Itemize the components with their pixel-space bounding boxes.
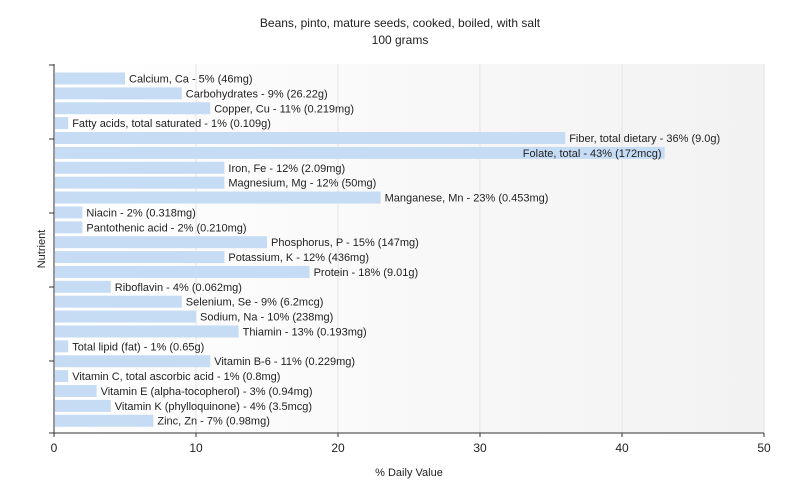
- bars: [55, 72, 665, 427]
- bar: [55, 295, 182, 308]
- bar-label: Zinc, Zn - 7% (0.98mg): [157, 416, 269, 428]
- bar: [55, 384, 97, 397]
- bar-label: Phosphorus, P - 15% (147mg): [271, 237, 419, 249]
- plot-background: [54, 64, 764, 433]
- bar: [55, 206, 83, 219]
- bar-label: Pantothenic acid - 2% (0.210mg): [86, 222, 246, 234]
- bar: [55, 221, 83, 234]
- bar: [55, 310, 196, 323]
- bar: [55, 370, 69, 383]
- bar-label: Calcium, Ca - 5% (46mg): [129, 74, 252, 86]
- y-axis-label: Nutrient: [36, 230, 48, 269]
- chart-subtitle: 100 grams: [372, 33, 429, 47]
- bar: [55, 355, 211, 368]
- bar-label: Magnesium, Mg - 12% (50mg): [228, 178, 376, 190]
- x-tick-label: 30: [473, 441, 487, 455]
- bar: [55, 117, 69, 130]
- bar-label: Folate, total - 43% (172mcg): [523, 148, 662, 160]
- x-tick-labels: 0 10 20 30 40 50: [51, 433, 771, 455]
- bar-label: Manganese, Mn - 23% (0.453mg): [385, 193, 549, 205]
- bar-label: Iron, Fe - 12% (2.09mg): [228, 163, 345, 175]
- bar: [55, 132, 566, 145]
- bar-label: Protein - 18% (9.01g): [314, 267, 419, 279]
- bar-label: Thiamin - 13% (0.193mg): [243, 326, 367, 338]
- bar: [55, 146, 665, 159]
- bar: [55, 340, 69, 353]
- bar: [55, 161, 225, 174]
- bar-label: Total lipid (fat) - 1% (0.65g): [72, 341, 204, 353]
- bar-label: Potassium, K - 12% (436mg): [228, 252, 369, 264]
- bar-label: Vitamin K (phylloquinone) - 4% (3.5mcg): [115, 401, 312, 413]
- bar: [55, 325, 239, 338]
- bar-label: Niacin - 2% (0.318mg): [86, 207, 195, 219]
- bar-label: Selenium, Se - 9% (6.2mcg): [186, 297, 324, 309]
- bar-label: Riboflavin - 4% (0.062mg): [115, 282, 242, 294]
- bar: [55, 280, 111, 293]
- bar: [55, 265, 310, 278]
- bar-label: Sodium, Na - 10% (238mg): [200, 312, 333, 324]
- x-tick-label: 0: [51, 441, 58, 455]
- x-tick-label: 20: [331, 441, 345, 455]
- bar: [55, 414, 154, 427]
- x-tick-label: 40: [615, 441, 629, 455]
- x-axis-label: % Daily Value: [375, 467, 443, 479]
- bar-label: Vitamin C, total ascorbic acid - 1% (0.8…: [72, 371, 280, 383]
- grid-lines: [195, 64, 765, 433]
- x-tick-label: 10: [189, 441, 203, 455]
- bar-label: Copper, Cu - 11% (0.219mg): [214, 103, 354, 115]
- x-tick-label: 50: [757, 441, 771, 455]
- bar-label: Vitamin E (alpha-tocopherol) - 3% (0.94m…: [101, 386, 313, 398]
- bar-label: Vitamin B-6 - 11% (0.229mg): [214, 356, 355, 368]
- bar-label: Fiber, total dietary - 36% (9.0g): [569, 133, 720, 145]
- bar: [55, 191, 381, 204]
- bar: [55, 399, 111, 412]
- bar: [55, 251, 225, 264]
- bar-label: Carbohydrates - 9% (26.22g): [186, 88, 328, 100]
- bar-label: Fatty acids, total saturated - 1% (0.109…: [72, 118, 271, 130]
- bar: [55, 87, 182, 100]
- bar: [55, 236, 267, 249]
- bar: [55, 102, 211, 115]
- bar: [55, 72, 125, 85]
- bar-labels: Calcium, Ca - 5% (46mg) Carbohydrates - 9…: [72, 74, 720, 428]
- bar: [55, 176, 225, 189]
- chart-title: Beans, pinto, mature seeds, cooked, boil…: [260, 16, 541, 30]
- axes: [49, 64, 764, 434]
